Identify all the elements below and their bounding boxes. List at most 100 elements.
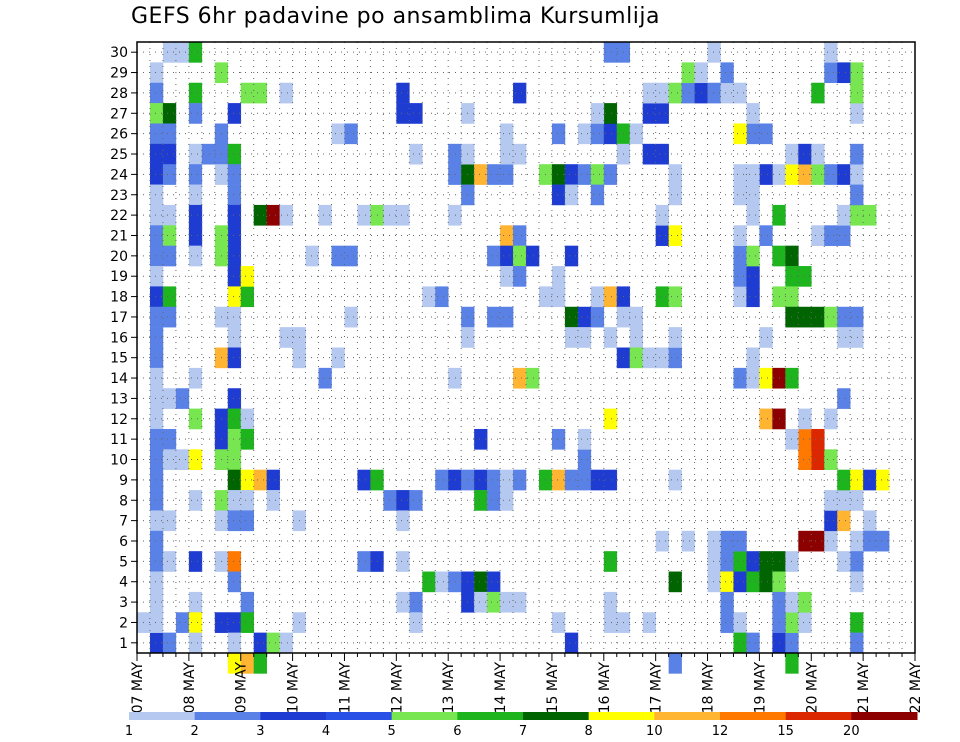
heatmap-cell	[720, 591, 734, 613]
heatmap-cell	[162, 204, 177, 226]
heatmap-cell	[850, 164, 864, 185]
heatmap-cell	[279, 327, 293, 348]
heatmap-cell	[837, 164, 851, 185]
heatmap-cell	[837, 510, 851, 532]
heatmap-cell	[409, 143, 423, 165]
heatmap-cell	[188, 551, 203, 572]
legend-swatch	[851, 712, 918, 720]
heatmap-cell	[603, 469, 618, 491]
heatmap-cell	[422, 571, 436, 593]
legend-label: 6	[453, 724, 461, 739]
legend-label: 10	[646, 724, 663, 739]
heatmap-cell	[603, 164, 618, 185]
heatmap-cell	[837, 327, 851, 348]
heatmap-cell	[149, 266, 164, 287]
heatmap-cell	[227, 551, 242, 572]
heatmap-cell	[733, 123, 747, 145]
heatmap-cell	[500, 123, 514, 145]
heatmap-cell	[331, 245, 345, 267]
heatmap-cell	[577, 306, 592, 328]
heatmap-cell	[733, 184, 747, 206]
heatmap-cell	[227, 184, 242, 206]
heatmap-cell	[240, 490, 254, 511]
y-axis: 1234567891011121314151617181920212223242…	[110, 45, 137, 652]
heatmap-cell	[253, 204, 267, 226]
heatmap-cell	[227, 571, 242, 593]
heatmap-cell	[227, 327, 242, 348]
x-tick-label: 21 MAY	[856, 662, 872, 714]
y-tick-label: 11	[110, 432, 128, 448]
heatmap-cell	[188, 103, 203, 124]
heatmap-cell	[487, 490, 501, 511]
heatmap-cell	[149, 490, 164, 511]
heatmap-cell	[824, 510, 838, 532]
heatmap-cell	[733, 612, 747, 633]
heatmap-cell	[746, 551, 760, 572]
heatmap-cell	[435, 286, 449, 308]
legend-swatch	[523, 712, 590, 720]
heatmap-cell	[668, 347, 682, 369]
legend-swatch	[326, 712, 393, 720]
heatmap-cell	[162, 306, 177, 328]
heatmap-cell	[500, 164, 514, 185]
heatmap-cell	[850, 184, 864, 206]
heatmap-cell	[551, 612, 566, 633]
heatmap-cell	[642, 347, 656, 369]
heatmap-cell	[759, 164, 773, 185]
heatmap-cell	[305, 245, 319, 267]
heatmap-cell	[564, 632, 579, 654]
heatmap-cell	[396, 204, 410, 226]
heatmap-cell	[837, 306, 851, 328]
heatmap-cell	[577, 469, 592, 491]
heatmap-cell	[551, 286, 566, 308]
heatmap-cell	[707, 551, 721, 572]
y-tick-label: 19	[110, 269, 128, 285]
heatmap-cell	[824, 42, 838, 63]
y-tick-label: 9	[119, 473, 128, 489]
y-tick-label: 27	[110, 106, 128, 122]
heatmap-cell	[707, 530, 721, 552]
heatmap-cell	[837, 204, 851, 226]
heatmap-cell	[513, 591, 527, 613]
heatmap-cell	[759, 551, 773, 572]
heatmap-cell	[513, 266, 527, 287]
heatmap-cell	[733, 571, 747, 593]
x-tick-label: 09 MAY	[234, 662, 250, 714]
heatmap-cell	[603, 103, 618, 124]
heatmap-cell	[811, 449, 825, 470]
heatmap-cell	[798, 143, 812, 165]
legend-swatch	[720, 712, 787, 720]
heatmap-cell	[603, 551, 618, 572]
heatmap-cell	[551, 184, 566, 206]
heatmap-cell	[720, 82, 734, 104]
heatmap-cell	[162, 428, 177, 450]
heatmap-cell	[227, 164, 242, 185]
heatmap-cell	[513, 143, 527, 165]
legend-swatch	[194, 712, 261, 720]
heatmap-cell	[603, 286, 618, 308]
heatmap-cell	[149, 164, 164, 185]
heatmap-cell	[707, 571, 721, 593]
heatmap-cell	[149, 612, 164, 633]
heatmap-cell	[551, 164, 566, 185]
y-tick-label: 10	[110, 453, 128, 469]
heatmap-cell	[850, 306, 864, 328]
heatmap-cell	[837, 225, 851, 246]
heatmap-cell	[487, 164, 501, 185]
y-tick-label: 4	[119, 575, 128, 591]
heatmap-cell	[746, 347, 760, 369]
heatmap-cell	[227, 469, 242, 491]
heatmap-cell	[344, 306, 358, 328]
heatmap-cell	[149, 449, 164, 470]
heatmap-cell	[759, 225, 773, 246]
legend-swatch	[457, 712, 524, 720]
x-tick-label: 13 MAY	[441, 662, 457, 714]
legend-swatch	[785, 712, 852, 720]
heatmap-cell	[759, 327, 773, 348]
heatmap-cell	[448, 204, 462, 226]
heatmap-cell	[149, 347, 164, 369]
heatmap-cells	[137, 42, 890, 674]
y-tick-label: 3	[119, 595, 128, 611]
heatmap-cell	[837, 490, 851, 511]
